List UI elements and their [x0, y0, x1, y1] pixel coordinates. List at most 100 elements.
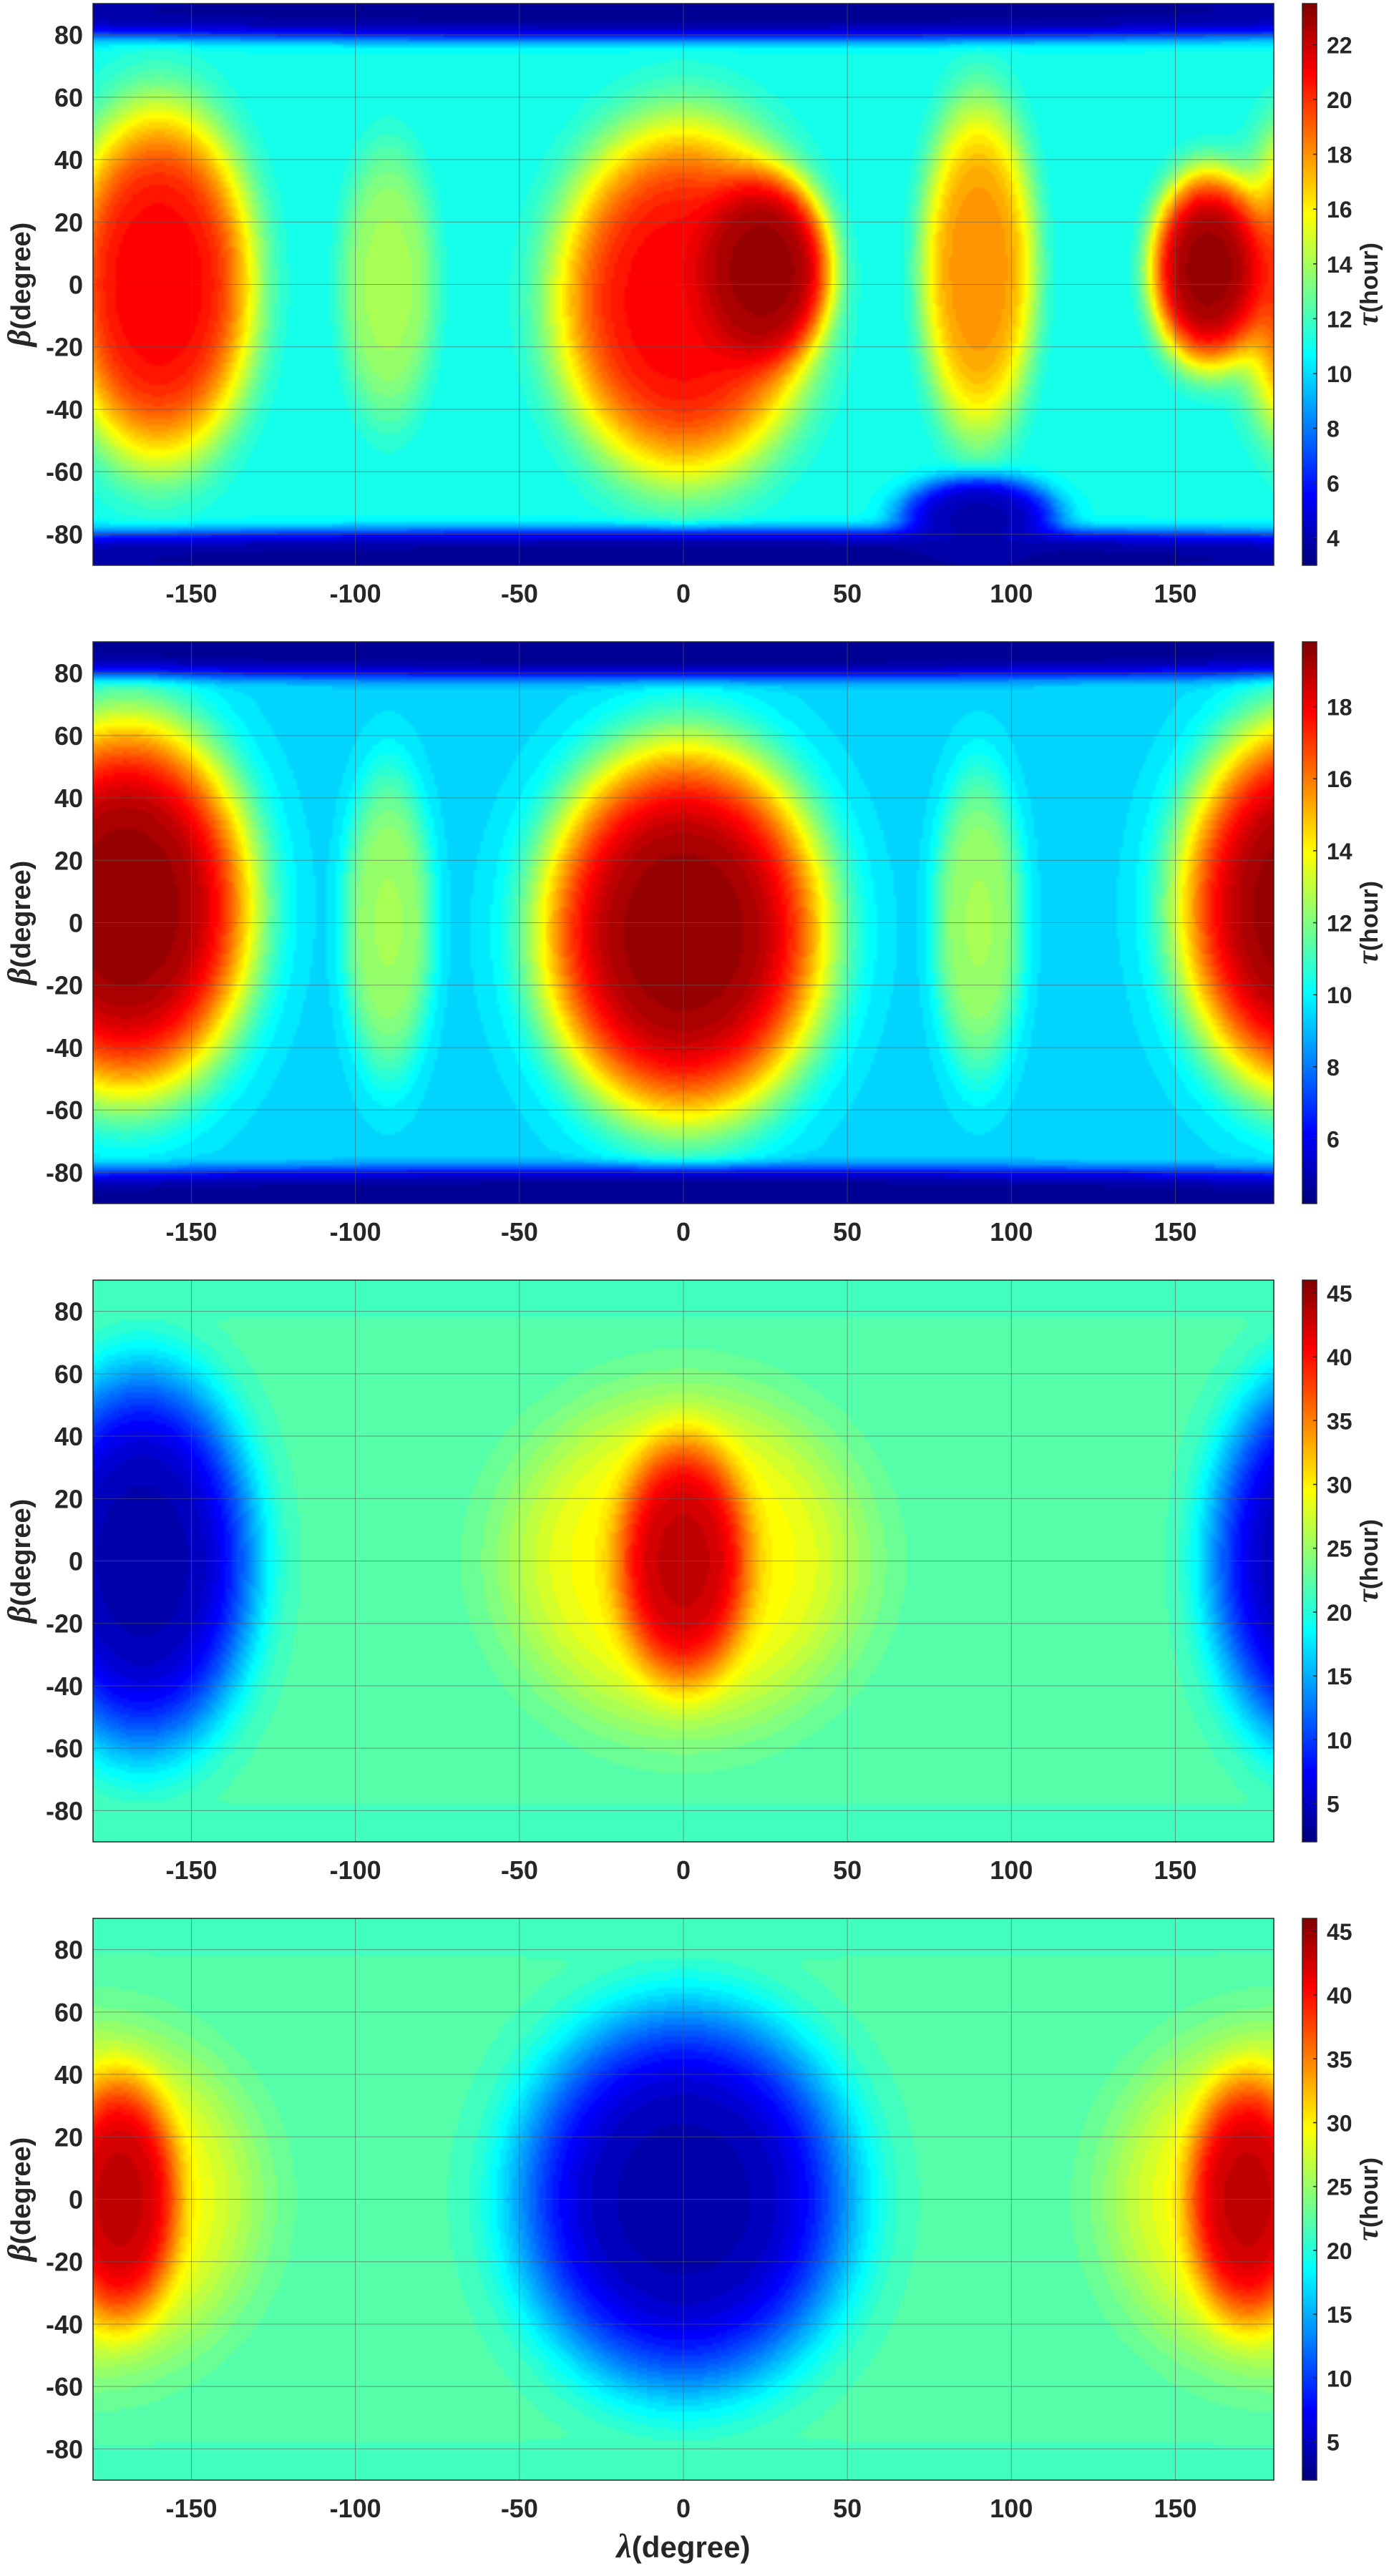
colorbar-tick-label: 30 [1327, 2110, 1352, 2136]
x-tick-label: 100 [990, 1855, 1033, 1885]
x-tick-label: -100 [330, 579, 381, 608]
y-axis-text: (degree) [6, 223, 36, 330]
y-axis-symbol: β [1, 967, 37, 986]
colorbar-tick-label: 14 [1327, 252, 1352, 278]
y-tick-label: 20 [54, 846, 83, 875]
colorbar-tick-label: 12 [1327, 911, 1352, 937]
y-tick-label: -20 [46, 2248, 83, 2277]
colorbar-symbol: τ [1352, 2227, 1385, 2241]
y-tick-label: -60 [46, 1734, 83, 1763]
colorbar-tick-label: 35 [1327, 1408, 1352, 1434]
colorbar-tick-label: 10 [1327, 2366, 1352, 2391]
x-tick-label: 150 [1154, 2494, 1196, 2523]
colorbar-tick-label: 40 [1327, 1345, 1352, 1370]
chart-panel-2: -150 -100 -50 0 50 100 150 80 60 40 20 0 -20 -40 -60 -8… [1, 641, 1385, 1246]
colorbar-tick-label: 10 [1327, 361, 1352, 387]
y-tick-label: 60 [54, 1360, 83, 1389]
colorbar-tick-label: 30 [1327, 1472, 1352, 1498]
y-tick-label: 20 [54, 2122, 83, 2152]
y-tick-label: 20 [54, 1484, 83, 1513]
y-axis-label: β(degree) [1, 223, 37, 348]
colorbar-text: (hour) [1356, 2157, 1383, 2228]
colorbar-label: τ(hour) [1352, 1519, 1385, 1603]
y-axis-label: β(degree) [1, 861, 37, 986]
y-axis-text: (degree) [6, 861, 36, 968]
colorbar-tick-label: 12 [1327, 306, 1352, 332]
colorbar-symbol: τ [1352, 1589, 1385, 1603]
y-tick-label: 0 [69, 270, 83, 300]
y-tick-label: 0 [69, 2185, 83, 2215]
colorbar [1302, 3, 1317, 566]
x-tick-label: -150 [165, 2494, 217, 2523]
colorbar-label: τ(hour) [1352, 2157, 1385, 2241]
y-tick-label: -80 [46, 2434, 83, 2464]
colorbar-text: (hour) [1356, 243, 1383, 313]
y-tick-label: -80 [46, 1158, 83, 1187]
colorbar-tick-label: 14 [1327, 839, 1352, 864]
x-tick-label: 100 [990, 2494, 1033, 2523]
colorbar-tick-label: 22 [1327, 32, 1352, 58]
x-tick-label: 0 [676, 579, 691, 608]
colorbar-tick-label: 5 [1327, 1791, 1340, 1817]
y-tick-label: -40 [46, 2310, 83, 2339]
colorbar-tick-label: 25 [1327, 2175, 1352, 2200]
colorbar-tick-label: 6 [1327, 471, 1340, 497]
y-axis-symbol: β [1, 2244, 37, 2263]
colorbar-tick-label: 16 [1327, 766, 1352, 792]
colorbar-tick-label: 8 [1327, 416, 1340, 442]
colorbar-tick-label: 25 [1327, 1536, 1352, 1562]
colorbar-tick-label: 10 [1327, 982, 1352, 1008]
chart-panel-4: -150 -100 -50 0 50 100 150 80 60 40 20 0 -20 -40 -60 -8… [1, 1918, 1385, 2565]
x-tick-label: -50 [501, 1217, 538, 1246]
y-tick-label: 60 [54, 721, 83, 751]
y-tick-label: 80 [54, 1297, 83, 1327]
x-tick-label: 0 [676, 1855, 691, 1885]
x-tick-label: -150 [165, 1217, 217, 1246]
y-tick-label: 40 [54, 145, 83, 175]
y-axis-label: β(degree) [1, 2137, 37, 2263]
y-axis-label: β(degree) [1, 1499, 37, 1624]
y-axis-symbol: β [1, 1606, 37, 1624]
y-tick-label: 60 [54, 1998, 83, 2027]
colorbar-tick-label: 5 [1327, 2429, 1340, 2455]
colorbar [1302, 1918, 1317, 2481]
y-tick-label: -20 [46, 333, 83, 362]
y-tick-label: -40 [46, 1033, 83, 1063]
colorbar-tick-label: 35 [1327, 2046, 1352, 2072]
y-axis-text: (degree) [6, 1499, 36, 1606]
y-tick-label: 80 [54, 1936, 83, 1965]
x-tick-label: 150 [1154, 579, 1196, 608]
x-tick-label: 0 [676, 1217, 691, 1246]
y-tick-label: -20 [46, 971, 83, 1000]
y-tick-label: 0 [69, 1547, 83, 1576]
x-tick-label: 100 [990, 1217, 1033, 1246]
plot-frame [92, 1279, 1274, 1843]
y-tick-label: -20 [46, 1609, 83, 1639]
colorbar-text: (hour) [1356, 1519, 1383, 1589]
x-tick-label: 0 [676, 2494, 691, 2523]
y-tick-label: 20 [54, 208, 83, 237]
colorbar-tick-label: 18 [1327, 695, 1352, 721]
colorbar-tick-label: 20 [1327, 2238, 1352, 2264]
y-tick-label: 60 [54, 83, 83, 112]
y-tick-label: -80 [46, 1796, 83, 1825]
colorbar-label: τ(hour) [1352, 243, 1385, 326]
x-tick-label: 100 [990, 579, 1033, 608]
y-tick-label: 80 [54, 659, 83, 688]
y-tick-label: -40 [46, 395, 83, 424]
colorbar-tick-label: 15 [1327, 1664, 1352, 1689]
plot-frame [92, 1918, 1274, 2481]
x-axis-label: λ(degree) [615, 2527, 750, 2565]
x-tick-label: -50 [501, 1855, 538, 1885]
chart-panel-3: -150 -100 -50 0 50 100 150 80 60 40 20 0 -20 -40 -60 -8… [1, 1279, 1385, 1885]
y-axis-symbol: β [1, 329, 37, 348]
colorbar-tick-label: 20 [1327, 87, 1352, 113]
y-tick-label: -60 [46, 1096, 83, 1125]
y-tick-label: 40 [54, 1422, 83, 1451]
colorbar [1302, 1279, 1317, 1843]
colorbar-tick-label: 45 [1327, 1281, 1352, 1307]
plot-frame [92, 3, 1274, 566]
x-tick-label: 50 [833, 1217, 862, 1246]
x-tick-label: 50 [833, 579, 862, 608]
